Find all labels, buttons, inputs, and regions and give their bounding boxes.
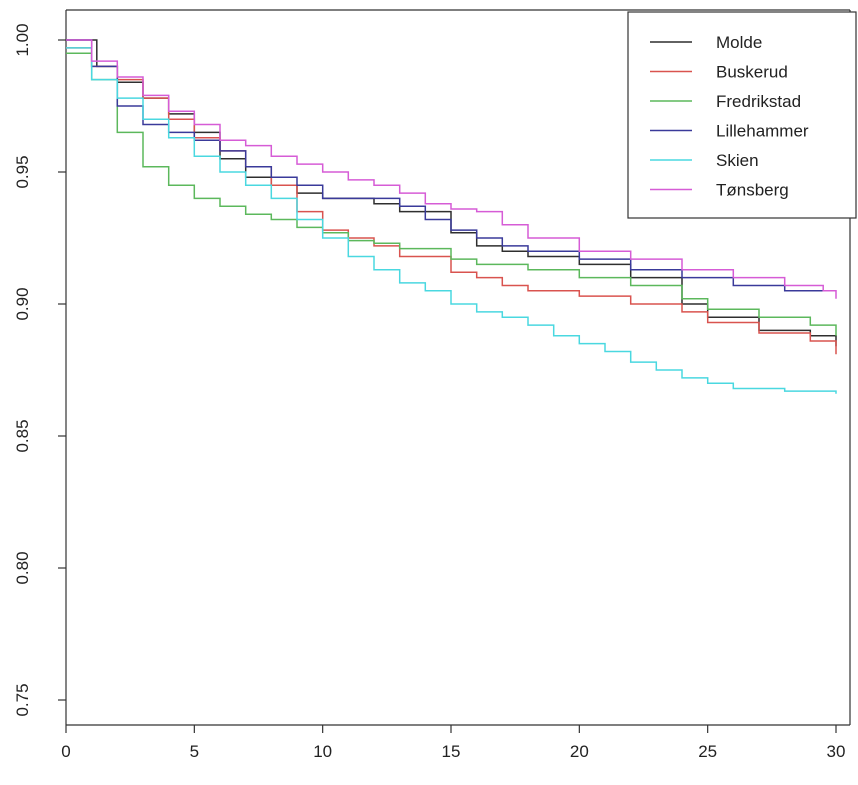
legend-label: Skien: [716, 151, 759, 170]
series-layer: [66, 39, 837, 394]
legend-box: [627, 11, 857, 219]
legend-label: Fredrikstad: [716, 92, 801, 111]
legend-label: Tønsberg: [716, 181, 789, 200]
series-line-skien: [66, 47, 837, 394]
x-tick-label: 20: [570, 742, 589, 761]
x-tick-label: 30: [827, 742, 846, 761]
legend-label: Molde: [716, 33, 762, 52]
series-line-lillehammer: [66, 39, 836, 292]
y-tick-label: 0.90: [13, 287, 32, 320]
y-tick-label: 0.85: [13, 419, 32, 452]
y-tick-label: 0.75: [13, 683, 32, 716]
legend: Molde Buskerud Fredrikstad Lillehammer Skien…: [627, 11, 857, 219]
x-tick-label: 5: [190, 742, 199, 761]
x-tick-label: 10: [313, 742, 332, 761]
y-axis: 0.75 0.80 0.85 0.90 0.95 1.00: [13, 23, 66, 717]
legend-label: Buskerud: [716, 63, 788, 82]
series-line-fredrikstad: [66, 52, 837, 336]
y-tick-label: 0.95: [13, 155, 32, 188]
x-tick-label: 0: [61, 742, 70, 761]
legend-label: Lillehammer: [716, 122, 809, 141]
series-line-tønsberg: [66, 39, 837, 299]
y-tick-label: 0.80: [13, 551, 32, 584]
x-tick-label: 25: [698, 742, 717, 761]
y-tick-label: 1.00: [13, 23, 32, 56]
x-axis: 0 5 10 15 20 25 30: [61, 725, 845, 761]
x-tick-label: 15: [442, 742, 461, 761]
